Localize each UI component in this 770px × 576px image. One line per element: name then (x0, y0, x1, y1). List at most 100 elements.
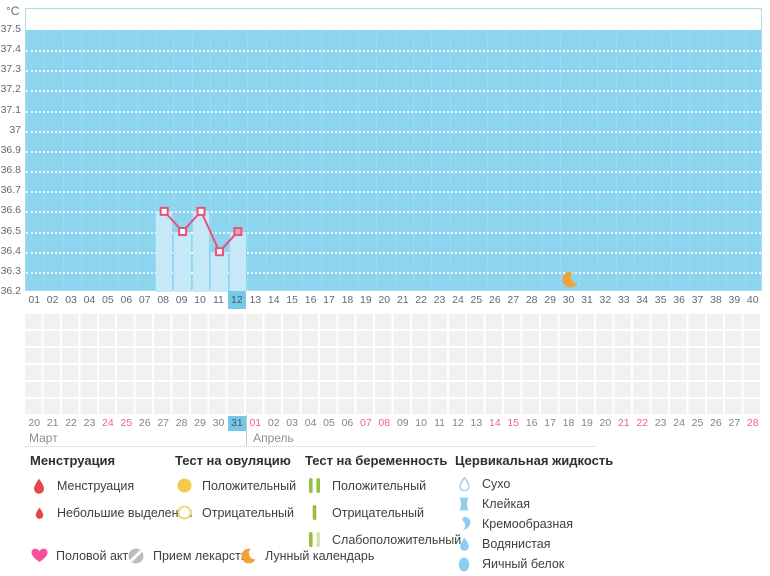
date-cell[interactable]: 12 (452, 417, 464, 429)
cycle-day-cell[interactable]: 25 (470, 294, 483, 306)
cycle-day-cell[interactable]: 08 (157, 294, 170, 306)
legend-item-label: Менструация (57, 478, 135, 493)
date-cell[interactable]: 30 (212, 417, 225, 429)
cycle-day-cell[interactable]: 24 (452, 294, 464, 306)
y-tick-label: 37.4 (0, 43, 21, 56)
cycle-day-cell[interactable]: 28 (525, 294, 538, 306)
date-cell[interactable]: 22 (65, 417, 77, 429)
date-cell[interactable]: 01 (249, 417, 262, 429)
date-cell[interactable]: 16 (525, 417, 538, 429)
cycle-day-cell[interactable]: 11 (213, 294, 224, 306)
date-cell[interactable]: 29 (194, 417, 206, 429)
date-cell[interactable]: 26 (138, 417, 151, 429)
cycle-day-cell[interactable]: 27 (507, 294, 520, 306)
temp-point[interactable] (214, 247, 224, 257)
date-cell[interactable]: 05 (323, 417, 335, 429)
cycle-day-cell[interactable]: 17 (323, 294, 335, 306)
date-cell[interactable]: 06 (341, 417, 354, 429)
legend-item-label: Половой акт (56, 548, 129, 563)
legend-item-label: Отрицательный (332, 505, 425, 520)
date-cell[interactable]: 20 (28, 417, 41, 429)
temp-point[interactable] (159, 206, 169, 216)
date-cell[interactable]: 02 (267, 417, 280, 429)
cycle-day-cell[interactable]: 37 (691, 294, 704, 306)
date-cell[interactable]: 14 (488, 417, 501, 429)
date-cell[interactable]: 26 (710, 417, 722, 429)
cycle-day-cell[interactable]: 39 (728, 294, 741, 306)
date-cell[interactable]: 23 (83, 417, 96, 429)
date-cell[interactable]: 10 (415, 417, 427, 429)
date-cell[interactable]: 25 (691, 417, 704, 429)
date-cell[interactable]: 23 (654, 417, 667, 429)
date-cell[interactable]: 28 (746, 417, 759, 429)
outlined-droplet-icon (455, 477, 473, 491)
temp-bar (229, 231, 247, 292)
temp-point[interactable] (196, 206, 206, 216)
cycle-day-cell[interactable]: 36 (673, 294, 685, 306)
date-cell[interactable]: 03 (286, 417, 298, 429)
cycle-day-cell[interactable]: 04 (83, 294, 96, 306)
cycle-day-cell[interactable]: 30 (562, 294, 575, 306)
temp-bar (174, 231, 191, 292)
cycle-day-cell[interactable]: 07 (138, 294, 151, 306)
cycle-day-cell[interactable]: 26 (488, 294, 501, 306)
column-gridline (62, 30, 64, 290)
date-cell[interactable]: 20 (599, 417, 612, 429)
date-cell[interactable]: 07 (360, 417, 372, 429)
date-cell[interactable]: 27 (728, 417, 741, 429)
date-cell[interactable]: 28 (175, 417, 188, 429)
date-cell[interactable]: 09 (396, 417, 409, 429)
date-cell[interactable]: 18 (562, 417, 575, 429)
cycle-day-cell[interactable]: 35 (654, 294, 667, 306)
gridline (26, 171, 761, 174)
cycle-day-cell[interactable]: 32 (599, 294, 612, 306)
cycle-day-cell[interactable]: 13 (249, 294, 262, 306)
date-cell[interactable]: 21 (617, 417, 630, 429)
legend-item: Менструация (30, 477, 192, 494)
cycle-day-cell[interactable]: 15 (286, 294, 298, 306)
date-cell[interactable]: 17 (544, 417, 556, 429)
cycle-day-cell[interactable]: 34 (636, 294, 649, 306)
date-cell[interactable]: 24 (102, 417, 114, 429)
temp-point[interactable] (233, 227, 243, 237)
date-cell[interactable]: 25 (120, 417, 133, 429)
cycle-day-cell[interactable]: 10 (194, 294, 206, 306)
date-cell[interactable]: 08 (378, 417, 391, 429)
cycle-day-cell[interactable]: 05 (102, 294, 114, 306)
cycle-day-cell[interactable]: 18 (341, 294, 354, 306)
date-cell[interactable]: 21 (46, 417, 59, 429)
cycle-day-cell[interactable]: 09 (175, 294, 188, 306)
cycle-day-cell[interactable]: 22 (415, 294, 427, 306)
cycle-day-cell[interactable]: 20 (378, 294, 391, 306)
cycle-day-cell[interactable]: 02 (46, 294, 59, 306)
cycle-day-cell[interactable]: 01 (28, 294, 41, 306)
cycle-day-cell[interactable]: 06 (120, 294, 133, 306)
cycle-day-cell[interactable]: 33 (617, 294, 630, 306)
legend-item: Отрицательный (175, 504, 296, 521)
date-cell[interactable]: 24 (673, 417, 685, 429)
cycle-day-cell[interactable]: 16 (304, 294, 317, 306)
month-divider (246, 415, 248, 446)
cycle-day-cell[interactable]: 38 (710, 294, 722, 306)
cycle-day-cell[interactable]: 14 (267, 294, 280, 306)
cycle-day-cell[interactable]: 29 (544, 294, 556, 306)
date-cell[interactable]: 31 (227, 416, 247, 431)
date-cell[interactable]: 15 (507, 417, 520, 429)
date-cell[interactable]: 13 (470, 417, 483, 429)
cycle-day-cell[interactable]: 40 (746, 294, 759, 306)
date-cell[interactable]: 19 (581, 417, 593, 429)
cycle-day-cell[interactable]: 12 (227, 291, 247, 309)
y-axis-unit-label: °C (6, 4, 20, 18)
legend-item-label: Клейкая (482, 497, 530, 511)
cycle-day-cell[interactable]: 19 (360, 294, 372, 306)
legend-item: Клейкая (455, 497, 613, 511)
temp-point[interactable] (178, 227, 188, 237)
date-cell[interactable]: 22 (636, 417, 649, 429)
date-cell[interactable]: 04 (304, 417, 317, 429)
cycle-day-cell[interactable]: 21 (396, 294, 409, 306)
cycle-day-cell[interactable]: 23 (433, 294, 446, 306)
date-cell[interactable]: 11 (434, 417, 445, 429)
cycle-day-cell[interactable]: 03 (65, 294, 77, 306)
date-cell[interactable]: 27 (157, 417, 170, 429)
cycle-day-cell[interactable]: 31 (581, 294, 593, 306)
